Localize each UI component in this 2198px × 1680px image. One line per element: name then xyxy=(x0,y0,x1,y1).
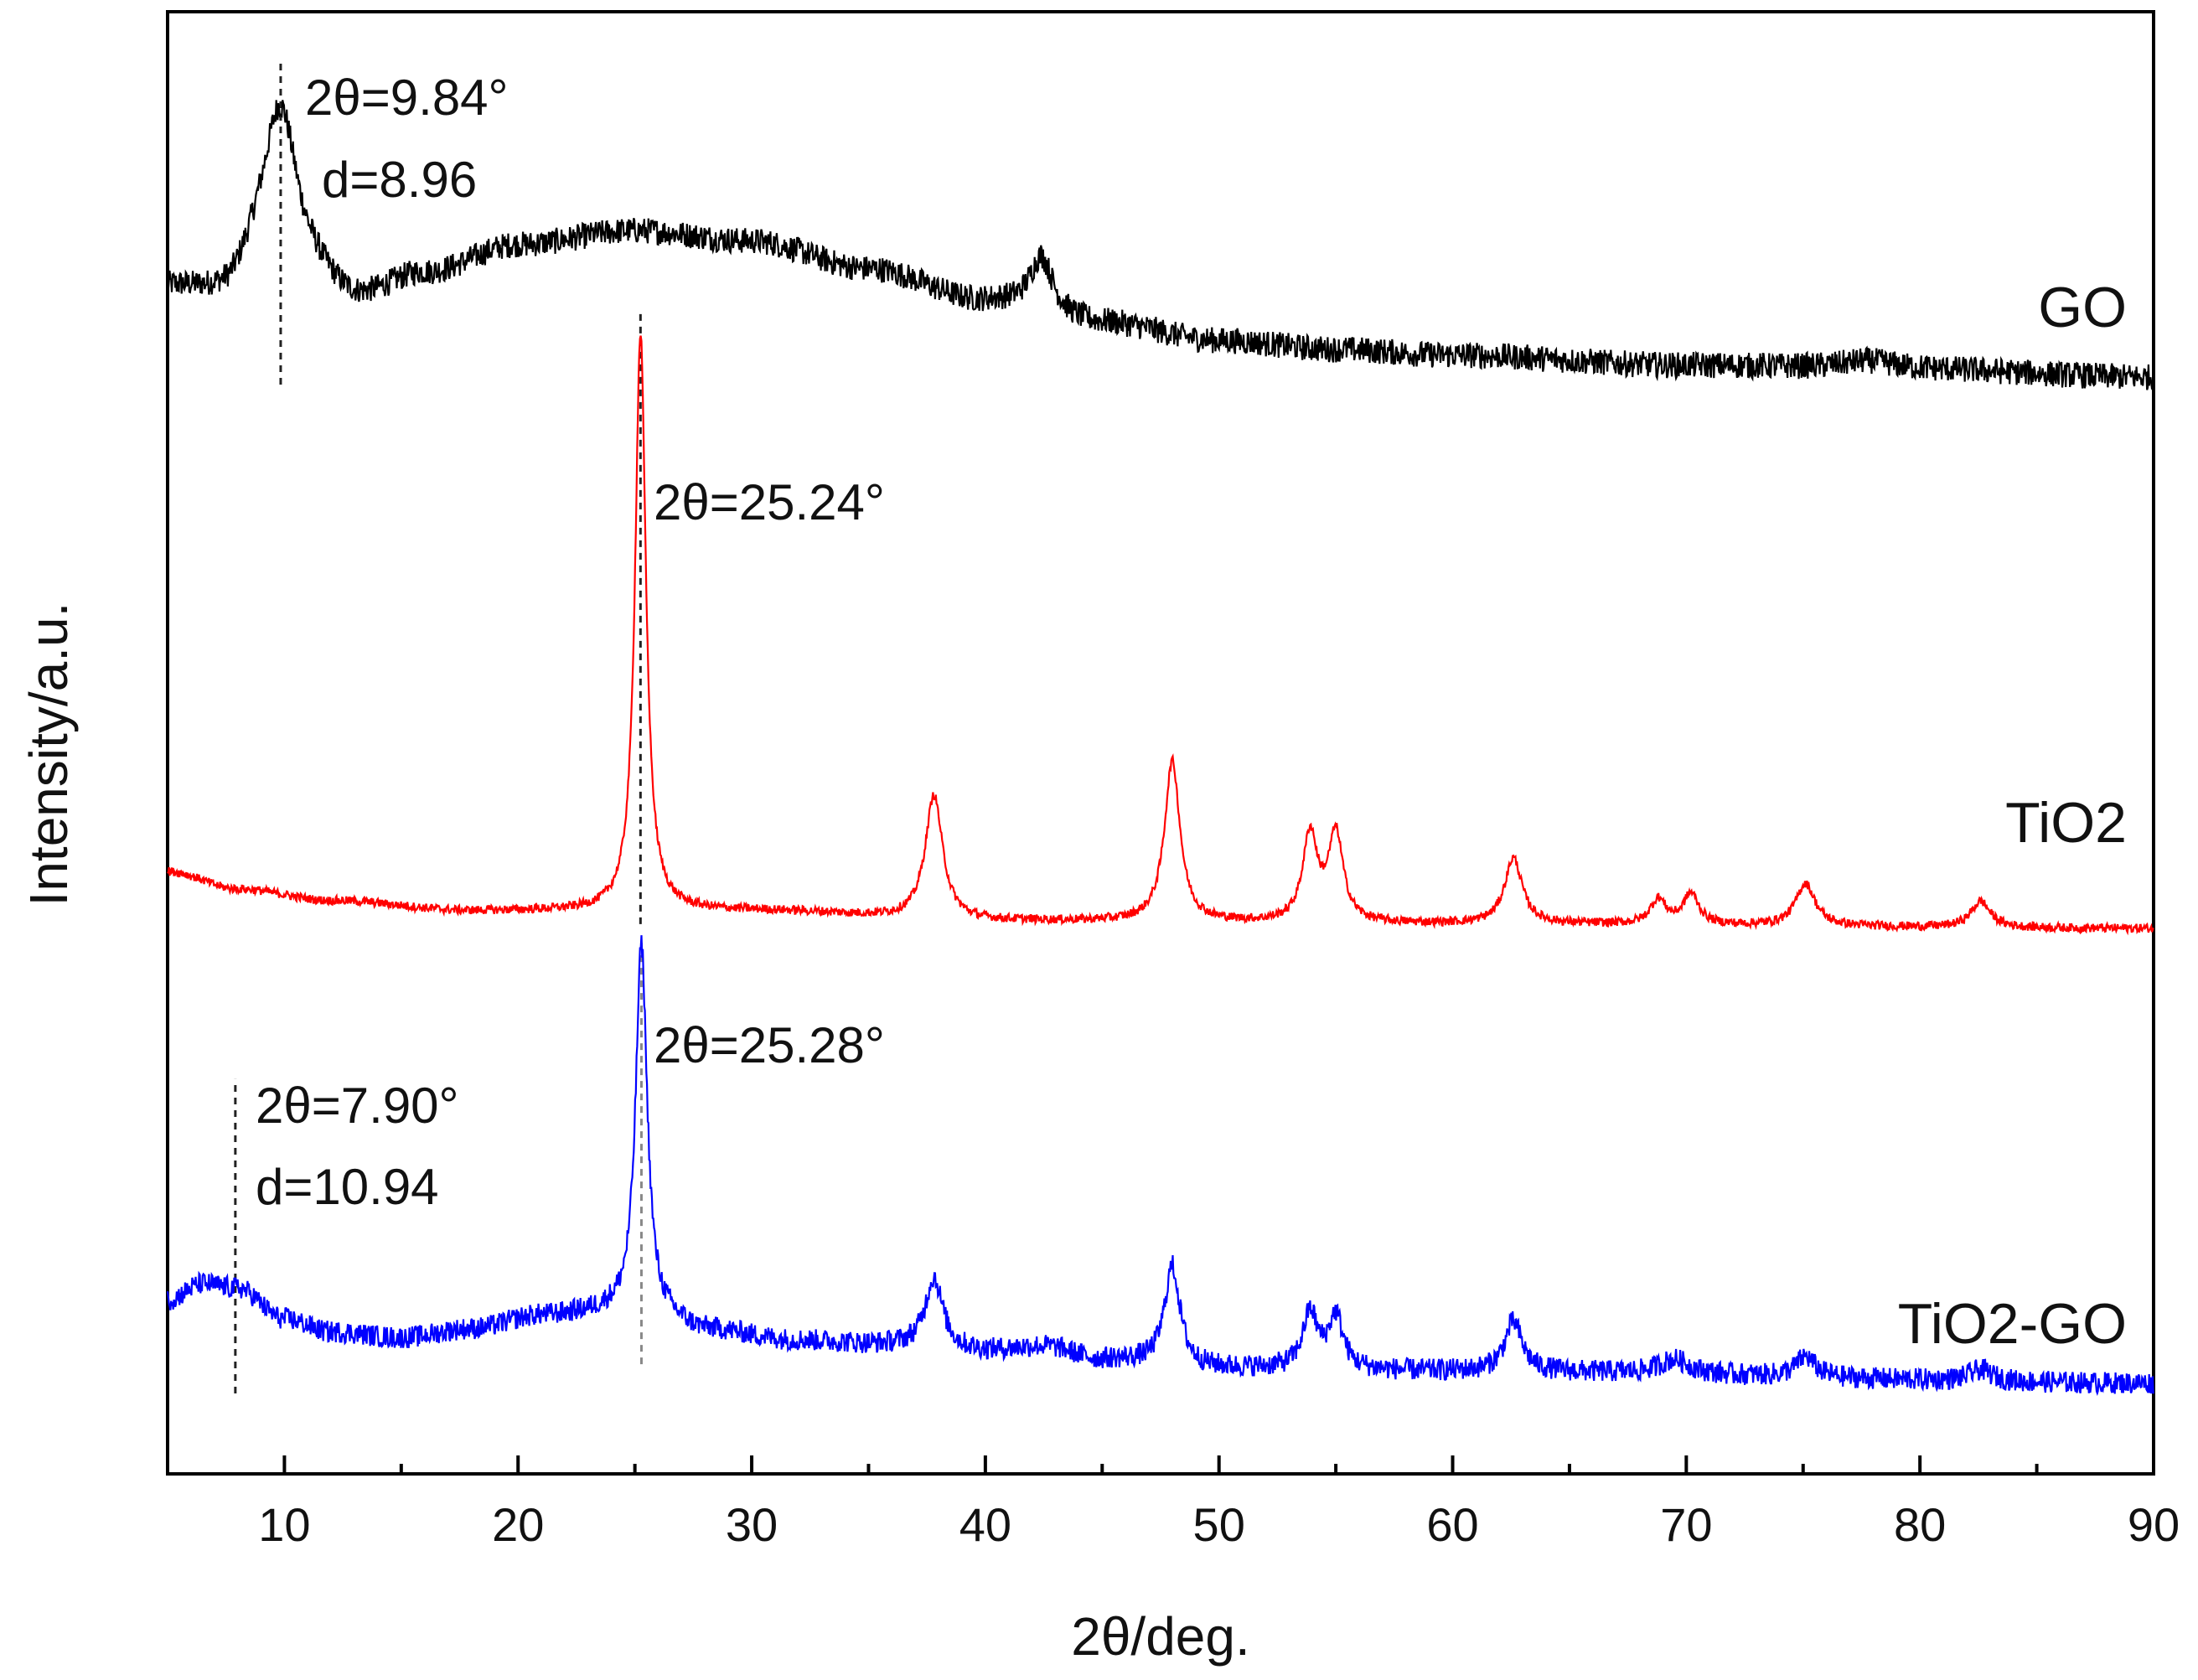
annotation-tio2-2theta: 2θ=25.24° xyxy=(654,474,885,530)
peak-guide-lines xyxy=(234,63,643,1394)
series-label-tio2: TiO2 xyxy=(2005,791,2127,855)
x-tick-label-20: 20 xyxy=(492,1498,544,1551)
series-line-tio2 xyxy=(167,335,2154,936)
series-line-tio2-go xyxy=(166,935,2154,1396)
annotation-tio2go-d-spacing: d=10.94 xyxy=(256,1159,439,1215)
x-axis-ticks xyxy=(282,1455,2155,1474)
x-axis-title: 2θ/deg. xyxy=(1071,1606,1250,1667)
series-label-tio2-go: TiO2-GO xyxy=(1898,1292,2127,1356)
plot-frame xyxy=(166,10,2155,1476)
x-tick-label-40: 40 xyxy=(959,1498,1011,1551)
y-axis-title: Intensity/a.u. xyxy=(18,602,79,907)
series-group xyxy=(166,100,2154,1396)
x-tick-label-60: 60 xyxy=(1426,1498,1478,1551)
annotation-tio2go-2theta-main: 2θ=25.28° xyxy=(654,1017,885,1073)
series-line-go xyxy=(166,100,2154,393)
x-tick-label-30: 30 xyxy=(726,1498,778,1551)
series-label-go: GO xyxy=(2038,276,2127,339)
annotation-tio2go-2theta-low: 2θ=7.90° xyxy=(256,1078,459,1134)
annotation-go-d-spacing: d=8.96 xyxy=(322,152,477,208)
annotation-go-2theta: 2θ=9.84° xyxy=(305,70,509,126)
x-tick-label-50: 50 xyxy=(1193,1498,1245,1551)
x-tick-label-70: 70 xyxy=(1660,1498,1712,1551)
x-tick-label-80: 80 xyxy=(1894,1498,1946,1551)
x-tick-label-10: 10 xyxy=(258,1498,310,1551)
x-tick-label-90: 90 xyxy=(2128,1498,2180,1551)
x-axis-tick-labels: 10 20 30 40 50 60 70 80 90 xyxy=(258,1498,2180,1551)
